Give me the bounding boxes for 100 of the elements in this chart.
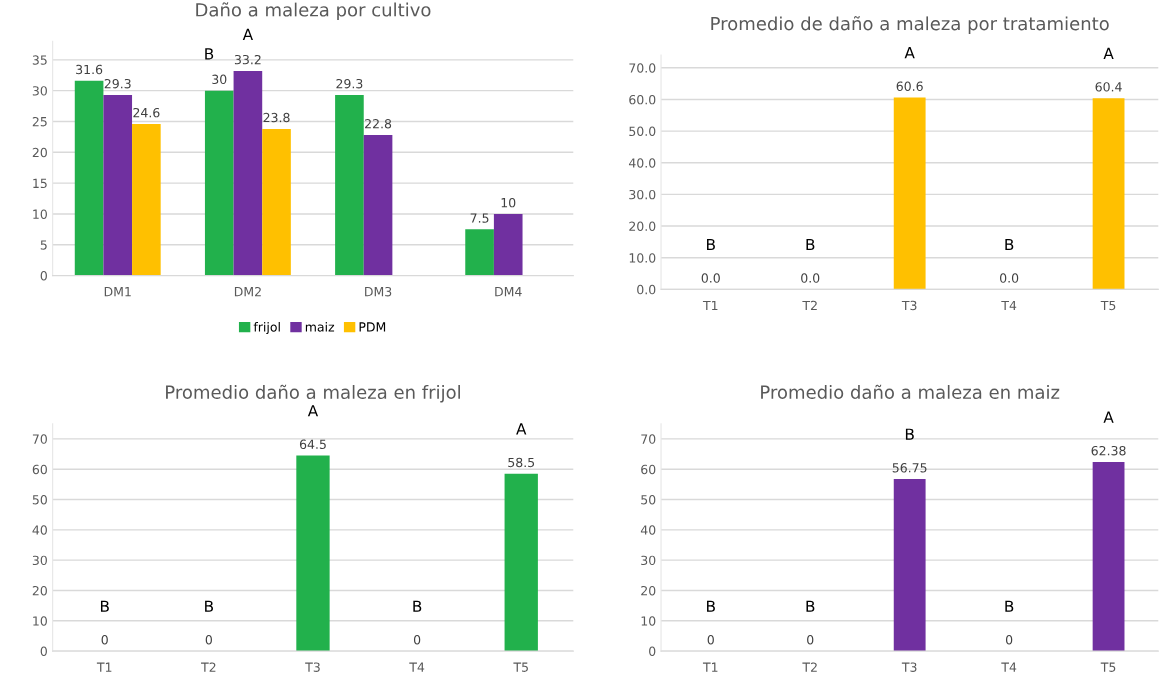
data-label: 29.3 xyxy=(336,78,363,89)
chart-title: Daño a maleza por cultivo xyxy=(196,2,431,21)
data-label: 0 xyxy=(205,635,212,645)
annotation: B xyxy=(413,600,422,612)
y-tick-label: 15 xyxy=(33,178,47,189)
x-tick-label: DM3 xyxy=(365,286,392,297)
data-label: 60.6 xyxy=(896,81,923,91)
y-tick-label: 70.0 xyxy=(629,63,656,73)
chart-title: Promedio daño a maleza en maiz xyxy=(761,384,1060,399)
x-tick-label: T3 xyxy=(305,662,320,672)
annotation: B xyxy=(205,48,214,60)
y-tick-label: 20 xyxy=(641,585,656,596)
annotation: A xyxy=(904,47,915,59)
chart-title: Promedio daño a maleza en frijol xyxy=(166,384,460,403)
data-label: 31.6 xyxy=(76,64,103,75)
y-tick-label: 30 xyxy=(641,555,656,566)
bar xyxy=(335,94,364,276)
x-tick-label: T4 xyxy=(1001,662,1017,672)
y-tick-label: 0 xyxy=(40,646,47,657)
y-tick-label: 50 xyxy=(641,495,656,505)
x-tick-label: T1 xyxy=(702,300,718,310)
bar xyxy=(262,128,291,276)
annotation: B xyxy=(100,600,109,612)
annotation: A xyxy=(1103,411,1114,423)
annotation: B xyxy=(806,238,815,251)
x-tick-label: T1 xyxy=(702,662,718,672)
legend-label: PDM xyxy=(359,322,386,332)
y-tick-label: 0.0 xyxy=(637,284,656,295)
y-tick-label: 20.0 xyxy=(629,221,656,231)
y-tick-label: 30.0 xyxy=(629,189,656,200)
data-label: 33.2 xyxy=(234,54,261,65)
y-tick-label: 10 xyxy=(641,616,656,626)
annotation: B xyxy=(205,600,213,612)
data-label: 0.0 xyxy=(801,273,820,283)
y-tick-label: 40.0 xyxy=(628,158,656,168)
x-tick-label: T3 xyxy=(901,300,917,311)
data-label: 30 xyxy=(212,74,227,85)
y-tick-label: 50 xyxy=(32,495,47,505)
data-label: 7.5 xyxy=(470,213,489,223)
legend-label: maiz xyxy=(305,321,335,332)
data-label: 0 xyxy=(1005,635,1013,645)
y-tick-label: 5 xyxy=(40,240,47,250)
x-tick-label: T4 xyxy=(1001,300,1017,310)
x-tick-label: DM1 xyxy=(104,287,131,297)
annotation: B xyxy=(1005,238,1014,251)
y-tick-label: 30 xyxy=(32,555,47,566)
annotation: B xyxy=(905,428,914,440)
y-tick-label: 50.0 xyxy=(629,126,656,137)
y-tick-label: 10 xyxy=(33,616,47,626)
bar xyxy=(204,90,234,276)
bar xyxy=(132,123,161,276)
data-label: 0 xyxy=(807,635,814,645)
y-tick-label: 20 xyxy=(32,585,47,596)
x-tick-label: T5 xyxy=(1100,300,1116,311)
data-label: 0 xyxy=(101,635,108,645)
data-label: 10 xyxy=(501,197,516,208)
bar xyxy=(233,70,263,276)
y-tick-label: 70 xyxy=(641,434,656,444)
data-label: 29.3 xyxy=(104,78,131,89)
data-label: 60.4 xyxy=(1095,82,1122,92)
bar xyxy=(493,213,523,276)
annotation: B xyxy=(707,600,715,612)
data-label: 0 xyxy=(707,635,714,645)
x-tick-label: T1 xyxy=(96,662,112,672)
y-tick-label: 10.0 xyxy=(629,253,656,263)
x-tick-label: T5 xyxy=(1100,662,1116,672)
x-tick-label: T2 xyxy=(802,662,817,672)
data-label: 22.8 xyxy=(365,119,392,129)
data-label: 23.8 xyxy=(263,112,290,123)
data-label: 24.6 xyxy=(133,107,160,118)
annotation: A xyxy=(1103,47,1114,59)
x-tick-label: T5 xyxy=(513,662,528,672)
x-tick-label: T2 xyxy=(201,662,216,672)
x-tick-label: T4 xyxy=(409,662,425,672)
annotation: A xyxy=(307,405,319,417)
bar xyxy=(465,229,494,276)
y-tick-label: 35 xyxy=(32,55,47,65)
y-tick-label: 0 xyxy=(40,271,47,281)
y-tick-label: 20 xyxy=(32,147,47,158)
y-tick-label: 25 xyxy=(32,116,47,127)
data-label: 64.5 xyxy=(299,439,326,449)
bar xyxy=(74,80,104,276)
data-label: 0.0 xyxy=(701,273,720,283)
y-tick-label: 40 xyxy=(32,525,47,535)
y-tick-label: 60 xyxy=(32,464,47,475)
chart-title: Promedio de daño a maleza por tratamiento xyxy=(711,16,1109,34)
annotation: B xyxy=(806,600,815,612)
data-label: 56.75 xyxy=(892,463,927,473)
x-tick-label: T2 xyxy=(802,300,817,310)
annotation: A xyxy=(242,28,253,40)
x-tick-label: DM4 xyxy=(495,287,522,297)
y-tick-label: 10 xyxy=(33,209,47,219)
data-label: 62.38 xyxy=(1091,445,1126,456)
annotation: B xyxy=(707,238,715,251)
y-tick-label: 60 xyxy=(641,464,656,475)
data-label: 58.5 xyxy=(508,457,535,468)
y-tick-label: 70 xyxy=(32,434,47,444)
bar xyxy=(363,135,393,276)
y-tick-label: 0 xyxy=(649,646,656,657)
y-tick-label: 30 xyxy=(32,86,47,96)
